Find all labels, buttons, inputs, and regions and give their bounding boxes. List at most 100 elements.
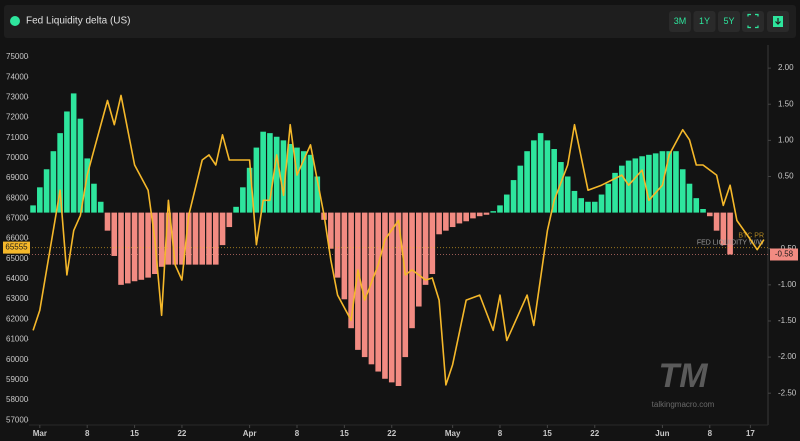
- range-button[interactable]: 1Y: [693, 11, 716, 32]
- bar: [334, 212, 341, 278]
- bar: [341, 212, 348, 300]
- watermark-site: talkingmacro.com: [652, 400, 715, 409]
- bar: [625, 160, 632, 213]
- bar: [510, 180, 517, 213]
- y-tick-label: 68000: [6, 193, 29, 202]
- bar: [612, 172, 618, 213]
- bar: [212, 212, 219, 265]
- button-bg: [718, 11, 740, 32]
- bar: [483, 212, 490, 215]
- y-tick-label: 75000: [6, 52, 29, 61]
- button-bg: [669, 11, 691, 32]
- button-fullscreen[interactable]: [742, 11, 764, 32]
- bar: [443, 212, 449, 231]
- x-tick-label: 15: [543, 429, 552, 438]
- y-tick-label: 57000: [6, 415, 29, 424]
- bar: [707, 212, 713, 217]
- bar: [585, 201, 591, 213]
- bar: [476, 212, 483, 217]
- bar: [300, 151, 307, 213]
- button-label: 3M: [674, 16, 687, 26]
- bar: [368, 212, 375, 365]
- bar: [138, 212, 145, 280]
- bar: [307, 154, 314, 213]
- y-tick-label: 65000: [6, 254, 29, 263]
- bar: [497, 205, 503, 213]
- last-value-box: [770, 248, 798, 261]
- range-button[interactable]: 3M: [669, 11, 691, 32]
- bar: [679, 169, 686, 213]
- bar: [158, 212, 165, 267]
- bar: [632, 158, 639, 213]
- y2-tick-label: -0.50: [778, 244, 797, 253]
- bar: [91, 183, 97, 213]
- bar: [253, 147, 260, 213]
- x-tick-label: 15: [130, 429, 139, 438]
- x-tick-label: 15: [340, 429, 349, 438]
- bar: [490, 211, 497, 213]
- bar: [713, 212, 720, 231]
- last-value-box: [3, 241, 30, 254]
- bar: [185, 212, 192, 265]
- bar: [131, 212, 138, 282]
- bar: [97, 201, 104, 213]
- bar: [233, 206, 239, 213]
- bar: [84, 158, 90, 213]
- bar: [571, 190, 578, 213]
- bar: [531, 140, 537, 213]
- y2-tick-label: 2.00: [778, 63, 794, 72]
- y2-tick-label: -1.00: [778, 280, 797, 289]
- bar: [280, 140, 287, 213]
- series-label: BTC PR: [738, 232, 764, 239]
- bar: [206, 212, 212, 265]
- y-tick-label: 58000: [6, 395, 29, 404]
- last-value-label: 65555: [5, 243, 28, 252]
- y2-tick-label: -2.00: [778, 352, 797, 361]
- range-button[interactable]: 5Y: [718, 11, 740, 32]
- bar: [388, 212, 395, 383]
- bar: [30, 205, 36, 213]
- bar: [619, 165, 625, 213]
- watermark-logo: TM: [658, 357, 708, 395]
- bar: [416, 212, 422, 307]
- bar: [314, 176, 321, 213]
- bar: [524, 151, 530, 213]
- bar: [652, 153, 659, 213]
- bar: [402, 212, 409, 358]
- y-tick-label: 72000: [6, 113, 29, 122]
- y2-tick-label: -1.50: [778, 316, 797, 325]
- bar: [111, 212, 118, 256]
- bar: [57, 133, 63, 213]
- bar: [605, 183, 612, 213]
- bar: [436, 212, 442, 235]
- bar: [666, 151, 672, 213]
- bar: [720, 212, 727, 246]
- y2-tick-label: 1.00: [778, 135, 794, 144]
- bar: [64, 111, 70, 213]
- bar: [429, 212, 436, 275]
- button-download[interactable]: [767, 11, 789, 32]
- bar: [564, 176, 571, 213]
- x-tick-label: 8: [85, 429, 90, 438]
- bar: [267, 133, 273, 213]
- x-tick-label: 22: [590, 429, 599, 438]
- bar: [355, 212, 361, 350]
- price-line: [32, 94, 765, 386]
- bar: [328, 212, 334, 249]
- y-tick-label: 59000: [6, 375, 29, 384]
- y2-tick-label: -2.50: [778, 388, 797, 397]
- series-label: FED LIQUIDITY W/W: [697, 239, 765, 246]
- bar: [537, 133, 544, 213]
- y2-tick-label: 1.50: [778, 99, 794, 108]
- bar: [456, 212, 463, 224]
- bar: [260, 131, 266, 213]
- bar: [591, 201, 598, 213]
- bar: [361, 212, 368, 358]
- bar: [470, 212, 476, 219]
- bar: [192, 212, 199, 265]
- bar: [673, 151, 679, 213]
- bar: [348, 212, 354, 329]
- y-tick-label: 60000: [6, 355, 29, 364]
- y-tick-label: 61000: [6, 335, 29, 344]
